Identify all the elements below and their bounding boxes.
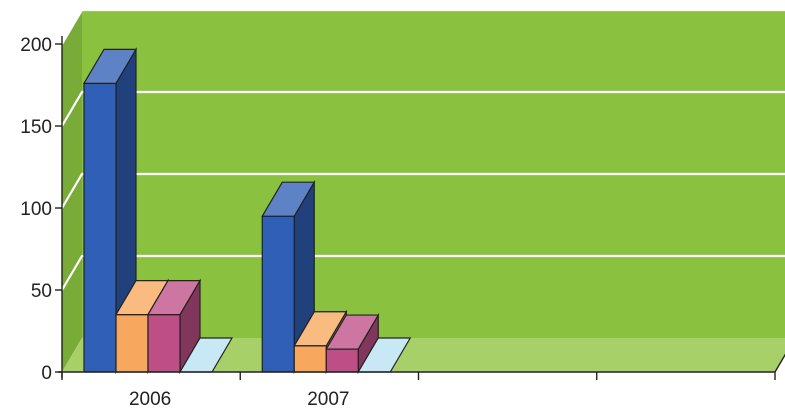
bar-front: [261, 215, 295, 373]
gridline: [61, 90, 785, 127]
bar-front: [325, 348, 359, 373]
gridline: [61, 8, 785, 45]
axes: [55, 36, 785, 380]
y-tick-label: 100: [20, 199, 52, 220]
bar-top: [325, 314, 380, 350]
bar-front: [147, 314, 181, 373]
gridline: [61, 172, 785, 209]
y-tick-label: 150: [20, 117, 52, 138]
x-tick-label: 2006: [129, 389, 171, 410]
bars: [82, 47, 412, 375]
floor: [62, 338, 785, 372]
x-tick-label: 2007: [307, 389, 349, 410]
floor-edge-line: [774, 353, 785, 373]
bar-front: [115, 314, 149, 373]
bar-top: [146, 280, 202, 316]
bar-top: [293, 311, 348, 347]
bar: [325, 312, 380, 375]
bar-front: [293, 345, 327, 373]
bar: [82, 47, 138, 375]
bar-top: [82, 48, 138, 84]
bar: [146, 278, 202, 375]
gridlines: [61, 8, 785, 291]
bar-front: [83, 82, 117, 373]
gridline: [61, 254, 785, 291]
axis-labels: 0 50 100 150 200 2006 2007: [20, 35, 349, 410]
y-tick-label: 200: [20, 35, 52, 56]
bar-top: [261, 181, 316, 217]
bar: [261, 179, 316, 375]
y-tick-label: 50: [31, 281, 52, 302]
y-tick-label: 0: [41, 363, 52, 384]
